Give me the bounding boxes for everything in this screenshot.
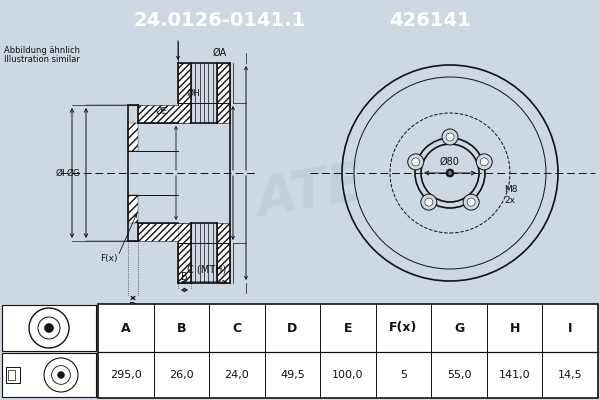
Text: 55,0: 55,0 (447, 370, 472, 380)
Text: H: H (509, 322, 520, 334)
Bar (98, 304, 598, 398)
Text: Illustration similar: Illustration similar (4, 55, 80, 64)
Bar (191, 63, 217, 123)
Text: Abbildung ähnlich: Abbildung ähnlich (4, 46, 80, 55)
Bar (191, 223, 217, 283)
Bar (217, 63, 230, 103)
Circle shape (463, 194, 479, 210)
Bar (178, 63, 191, 103)
Bar (2, 353, 96, 397)
Text: ØI: ØI (55, 168, 65, 178)
Bar (178, 103, 191, 123)
Circle shape (408, 154, 424, 170)
Circle shape (480, 158, 488, 166)
Circle shape (412, 158, 420, 166)
Text: 24,0: 24,0 (224, 370, 249, 380)
Text: I: I (568, 322, 572, 334)
Text: D: D (129, 302, 137, 312)
Bar (128, 123, 138, 151)
Text: ØG: ØG (67, 168, 81, 178)
Bar (217, 223, 230, 243)
Bar (6, 367, 20, 383)
Text: C (MTH): C (MTH) (187, 265, 226, 275)
Text: 49,5: 49,5 (280, 370, 305, 380)
Bar (178, 223, 191, 243)
Text: ØH: ØH (186, 88, 200, 98)
Text: Ø80: Ø80 (440, 157, 460, 167)
Bar (2, 305, 96, 351)
Text: ØA: ØA (213, 48, 227, 58)
Text: 100,0: 100,0 (332, 370, 364, 380)
Text: 26,0: 26,0 (169, 370, 194, 380)
Text: C: C (232, 322, 241, 334)
Polygon shape (128, 223, 191, 243)
Bar (217, 103, 230, 123)
Text: 426141: 426141 (389, 12, 471, 30)
Circle shape (442, 129, 458, 145)
Circle shape (467, 198, 475, 206)
Circle shape (421, 144, 479, 202)
Circle shape (476, 154, 492, 170)
Text: F(x): F(x) (389, 322, 418, 334)
Bar (178, 243, 191, 283)
Text: 295,0: 295,0 (110, 370, 142, 380)
Text: E: E (344, 322, 352, 334)
Text: 141,0: 141,0 (499, 370, 530, 380)
Text: F(x): F(x) (100, 254, 118, 264)
Text: ØE: ØE (155, 106, 167, 116)
Circle shape (446, 169, 454, 177)
Circle shape (446, 133, 454, 141)
Text: 5: 5 (400, 370, 407, 380)
Text: B: B (181, 272, 188, 282)
Text: A: A (121, 322, 131, 334)
Text: D: D (287, 322, 298, 334)
Bar (8, 370, 15, 380)
Polygon shape (128, 103, 191, 123)
Bar (128, 151, 180, 195)
Circle shape (448, 171, 452, 175)
Circle shape (58, 372, 64, 378)
Text: 14,5: 14,5 (558, 370, 583, 380)
Text: B: B (176, 322, 186, 334)
Text: 24.0126-0141.1: 24.0126-0141.1 (134, 12, 306, 30)
Text: G: G (454, 322, 464, 334)
Circle shape (44, 324, 53, 332)
Bar (128, 195, 138, 223)
Circle shape (421, 194, 437, 210)
Bar (217, 243, 230, 283)
Text: M8
2x: M8 2x (504, 185, 517, 205)
Circle shape (425, 198, 433, 206)
Text: ATE: ATE (253, 158, 368, 228)
